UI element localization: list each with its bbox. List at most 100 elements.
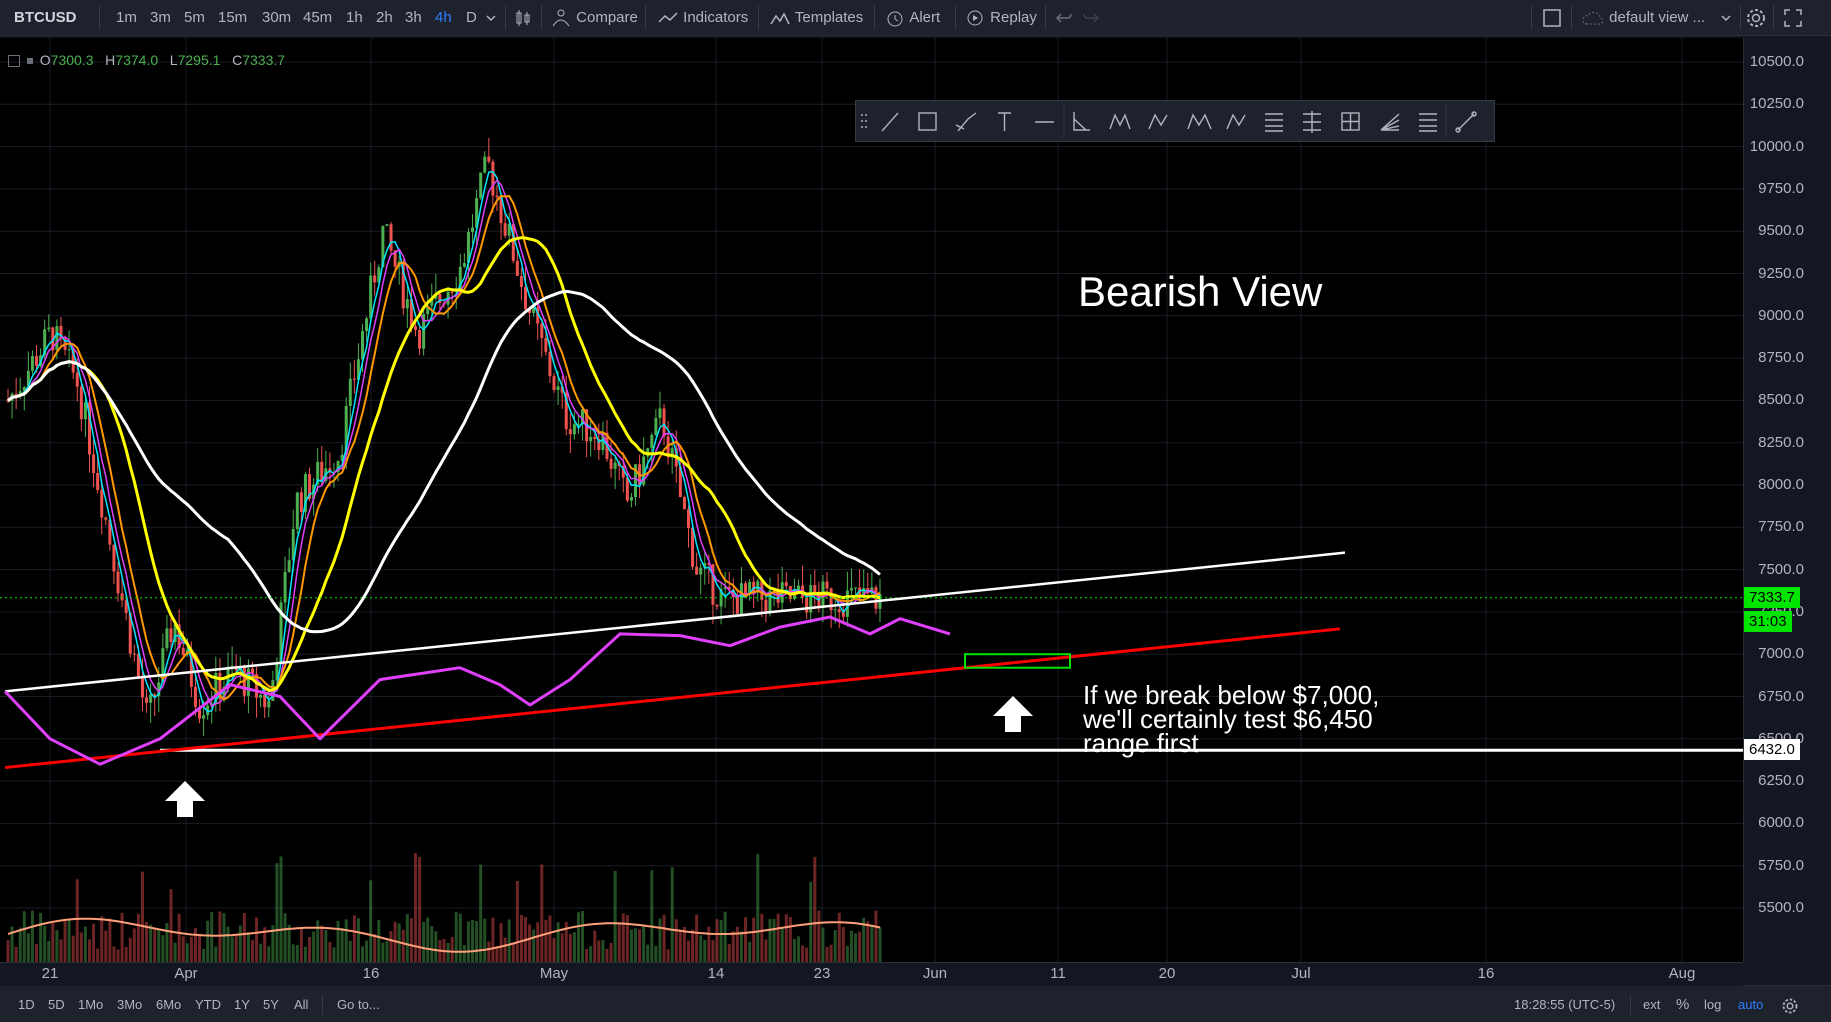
templates-button[interactable]: Templates bbox=[769, 0, 863, 35]
fullscreen-box-icon[interactable] bbox=[1543, 0, 1561, 35]
goto-button[interactable]: Go to... bbox=[337, 997, 380, 1012]
range-1d[interactable]: 1D bbox=[18, 997, 35, 1012]
range-ytd[interactable]: YTD bbox=[195, 997, 221, 1012]
gann-box-icon[interactable] bbox=[1341, 112, 1360, 131]
candle-body bbox=[206, 705, 210, 716]
alert-button[interactable]: Alert bbox=[884, 0, 940, 35]
drawings-layer[interactable] bbox=[0, 551, 1745, 817]
trend-line-icon[interactable] bbox=[881, 112, 899, 132]
candle-body bbox=[165, 628, 169, 649]
volume-bar bbox=[768, 919, 772, 962]
open-value: 7300.3 bbox=[50, 52, 94, 68]
candle-body bbox=[523, 286, 527, 310]
interval-4h[interactable]: 4h bbox=[435, 9, 452, 26]
range-1mo[interactable]: 1Mo bbox=[78, 997, 104, 1012]
candle-body bbox=[250, 668, 254, 674]
percent-toggle[interactable]: % bbox=[1676, 996, 1690, 1013]
interval-1m[interactable]: 1m bbox=[116, 9, 137, 26]
volume-bar bbox=[849, 930, 853, 962]
time-scale[interactable]: 21 Apr 16 May 14 23 Jun 11 20 Jul 16 Aug bbox=[0, 962, 1743, 986]
indicators-button[interactable]: Indicators bbox=[657, 0, 748, 35]
fib-retracement-icon[interactable] bbox=[1265, 113, 1283, 132]
volume-bar bbox=[854, 933, 858, 962]
interval-3m[interactable]: 3m bbox=[150, 9, 171, 26]
volume-bar bbox=[324, 930, 328, 962]
range-5y[interactable]: 5Y bbox=[263, 997, 279, 1012]
fib-extension-icon[interactable] bbox=[1303, 111, 1321, 133]
volume-bar bbox=[678, 931, 682, 962]
abc-wave-icon[interactable] bbox=[1226, 113, 1246, 130]
interval-d[interactable]: D bbox=[466, 9, 477, 26]
range-6mo[interactable]: 6Mo bbox=[156, 997, 182, 1012]
auto-toggle[interactable]: auto bbox=[1738, 997, 1764, 1012]
interval-30m[interactable]: 30m bbox=[262, 9, 292, 26]
candle-body bbox=[833, 609, 837, 611]
candle-body bbox=[348, 378, 352, 406]
log-toggle[interactable]: log bbox=[1704, 997, 1722, 1012]
horizontal-line-price-label: 6432.0 bbox=[1744, 739, 1800, 761]
interval-5m[interactable]: 5m bbox=[184, 9, 205, 26]
xabcd-pattern-icon[interactable] bbox=[1109, 113, 1131, 130]
range-3mo[interactable]: 3Mo bbox=[117, 997, 143, 1012]
price-chart[interactable] bbox=[0, 38, 1822, 988]
interval-1h[interactable]: 1h bbox=[346, 9, 363, 26]
divider bbox=[541, 5, 542, 30]
ext-toggle[interactable]: ext bbox=[1643, 997, 1661, 1012]
drag-handle-icon[interactable] bbox=[861, 114, 867, 128]
time-tick-label: 14 bbox=[707, 965, 725, 982]
gear-icon[interactable] bbox=[1745, 0, 1767, 35]
clock[interactable]: 18:28:55 (UTC-5) bbox=[1514, 997, 1616, 1012]
annotation-title[interactable]: Bearish View bbox=[1078, 268, 1323, 315]
gear-icon[interactable] bbox=[1781, 986, 1799, 1022]
replay-button[interactable]: Replay bbox=[964, 0, 1037, 35]
price-tick-label: 8000.0 bbox=[1758, 476, 1804, 493]
chevron-down-icon[interactable] bbox=[1721, 0, 1731, 35]
layout-menu[interactable]: default view ... bbox=[1581, 0, 1705, 35]
symbol-search[interactable]: BTCUSD bbox=[14, 9, 77, 26]
undo-icon[interactable] bbox=[1055, 0, 1073, 35]
ruler-icon[interactable] bbox=[1455, 111, 1477, 133]
indicators-icon bbox=[658, 12, 678, 23]
volume-bar bbox=[320, 925, 324, 962]
abcd-pattern-icon[interactable] bbox=[1148, 113, 1168, 130]
candle-body bbox=[686, 509, 690, 528]
gann-fan-icon[interactable] bbox=[1380, 113, 1400, 131]
volume-bar bbox=[735, 926, 739, 962]
legend-icon[interactable] bbox=[8, 55, 20, 68]
parallel-channel-icon[interactable] bbox=[1419, 113, 1437, 132]
chevron-down-icon[interactable] bbox=[486, 0, 496, 35]
candle-body bbox=[128, 613, 132, 654]
range-1y[interactable]: 1Y bbox=[234, 997, 250, 1012]
candle-body bbox=[471, 227, 475, 233]
candle-body bbox=[26, 370, 30, 388]
compare-button[interactable]: Compare bbox=[550, 0, 638, 35]
candle-body bbox=[703, 563, 707, 568]
price-scale[interactable]: 10500.0 10250.0 10000.0 9750.0 9500.0 9250.0 9… bbox=[1743, 38, 1810, 962]
candle-body bbox=[601, 432, 605, 451]
interval-2h[interactable]: 2h bbox=[376, 9, 393, 26]
volume-bar bbox=[108, 918, 112, 962]
candle-body bbox=[120, 593, 124, 601]
candles-icon[interactable] bbox=[513, 0, 533, 35]
range-all[interactable]: All bbox=[294, 997, 309, 1012]
volume-bar bbox=[140, 871, 144, 962]
redo-icon[interactable] bbox=[1082, 0, 1100, 35]
layout-label: default view ... bbox=[1609, 9, 1706, 26]
volume-bar bbox=[348, 940, 352, 962]
rectangle-icon[interactable] bbox=[918, 112, 937, 131]
low-label: L bbox=[169, 52, 178, 68]
interval-3h[interactable]: 3h bbox=[405, 9, 422, 26]
brush-icon[interactable] bbox=[955, 112, 977, 132]
angle-icon[interactable] bbox=[1073, 112, 1090, 131]
interval-15m[interactable]: 15m bbox=[218, 9, 248, 26]
text-icon[interactable] bbox=[998, 112, 1011, 131]
elliott-wave-icon[interactable] bbox=[1187, 113, 1212, 130]
range-5d[interactable]: 5D bbox=[48, 997, 65, 1012]
candle-body bbox=[809, 585, 813, 613]
price-tick-label: 6250.0 bbox=[1758, 772, 1804, 790]
fullscreen-icon[interactable] bbox=[1783, 0, 1803, 35]
annotation-note[interactable]: If we break below $7,000, we'll certainl… bbox=[1083, 682, 1379, 756]
time-tick-label: 21 bbox=[41, 965, 59, 982]
interval-45m[interactable]: 45m bbox=[303, 9, 333, 26]
divider bbox=[1740, 5, 1741, 30]
